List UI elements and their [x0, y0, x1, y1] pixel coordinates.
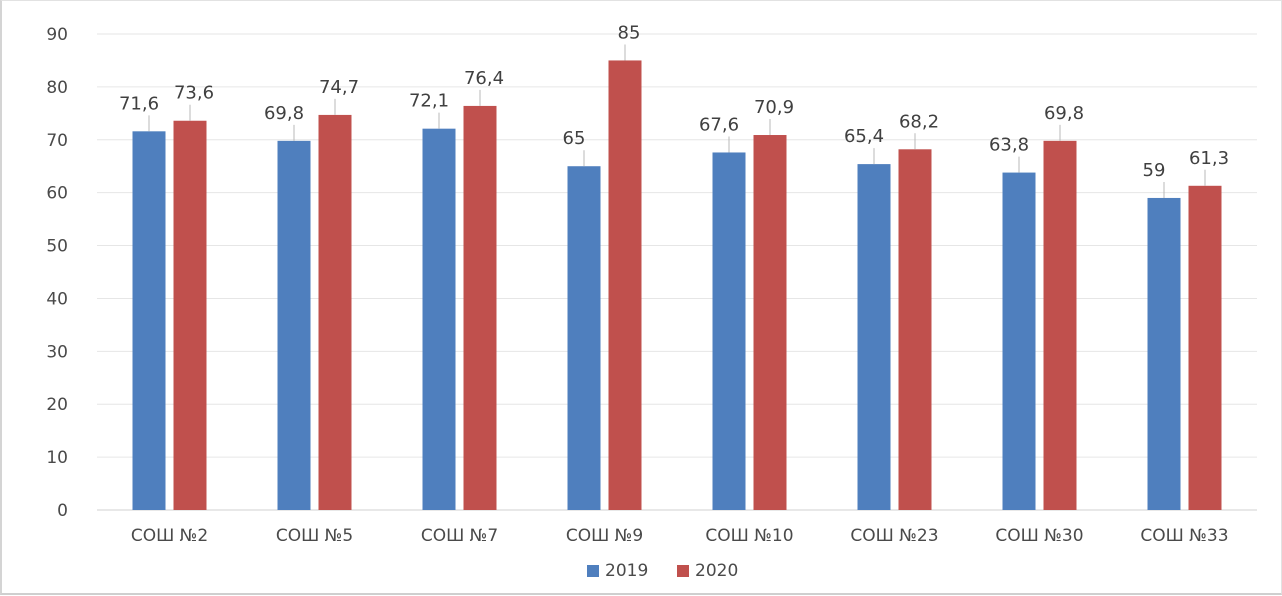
bar [898, 149, 932, 510]
data-label: 70,9 [754, 97, 794, 118]
bar [1002, 172, 1036, 510]
bar [318, 114, 352, 511]
data-label: 76,4 [464, 68, 504, 89]
legend-swatch [677, 565, 689, 577]
x-category-label: СОШ №33 [1140, 526, 1228, 546]
bar [1147, 197, 1181, 510]
y-tick-label: 60 [46, 184, 68, 204]
data-label: 72,1 [409, 91, 449, 112]
data-label: 85 [618, 22, 641, 43]
data-labels: 71,6 73,6 69,8 74,7 72,1 76,4 65 85 67,6 70,9 65,4… [119, 22, 1229, 198]
x-category-label: СОШ №5 [276, 526, 353, 546]
y-tick-label: 50 [46, 237, 68, 257]
bars [132, 60, 1222, 511]
bar [1043, 140, 1077, 510]
x-category-label: СОШ №2 [131, 526, 208, 546]
data-label: 67,6 [699, 114, 739, 135]
data-label: 65 [563, 128, 586, 149]
bar [463, 105, 497, 510]
data-label: 74,7 [319, 77, 359, 98]
bar [857, 164, 891, 510]
y-tick-label: 30 [46, 342, 68, 362]
data-label: 59 [1143, 160, 1166, 181]
y-axis-ticks: 0 10 20 30 40 50 60 70 80 90 [46, 25, 68, 521]
x-category-label: СОШ №30 [995, 526, 1083, 546]
bar [608, 60, 642, 510]
x-axis-categories: СОШ №2 СОШ №5 СОШ №7 СОШ №9 СОШ №10 СОШ №23 СО… [131, 526, 1229, 546]
data-label: 69,8 [1044, 103, 1084, 124]
data-label: 71,6 [119, 93, 159, 114]
legend-swatch [587, 565, 599, 577]
data-label: 61,3 [1189, 148, 1229, 169]
data-label: 65,4 [844, 126, 884, 147]
data-label: 73,6 [174, 83, 214, 104]
bar [753, 135, 787, 511]
x-category-label: СОШ №9 [566, 526, 643, 546]
x-category-label: СОШ №23 [850, 526, 938, 546]
legend-label: 2020 [695, 561, 738, 581]
x-category-label: СОШ №10 [705, 526, 793, 546]
data-label: 63,8 [989, 135, 1029, 156]
bar [422, 128, 456, 510]
y-tick-label: 90 [46, 25, 68, 45]
y-tick-label: 70 [46, 131, 68, 151]
bar [712, 152, 746, 510]
y-tick-label: 0 [57, 501, 68, 521]
y-tick-label: 40 [46, 289, 68, 309]
y-tick-label: 20 [46, 395, 68, 415]
y-tick-label: 80 [46, 78, 68, 98]
legend: 2019 2020 [587, 561, 738, 581]
y-tick-label: 10 [46, 448, 68, 468]
bar [132, 131, 166, 510]
data-label: 68,2 [899, 111, 939, 132]
data-label: 69,8 [264, 103, 304, 124]
x-category-label: СОШ №7 [421, 526, 498, 546]
bar [567, 166, 601, 510]
legend-label: 2019 [605, 561, 648, 581]
bar [173, 120, 207, 510]
bar [1188, 185, 1222, 510]
bar [277, 140, 311, 510]
